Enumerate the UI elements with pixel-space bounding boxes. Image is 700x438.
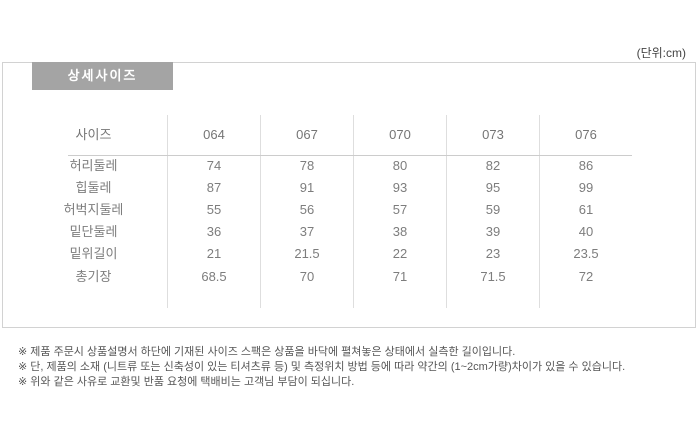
- size-table-header-row: 사이즈 064 067 070 073 076: [20, 115, 632, 155]
- column-header-070: 070: [353, 115, 446, 155]
- note-line-measure: ※ 제품 주문시 상품설명서 하단에 기재된 사이즈 스팩은 상품을 바닥에 펼…: [18, 346, 516, 358]
- cell-value: 74: [167, 155, 260, 177]
- column-header-size: 사이즈: [75, 127, 112, 142]
- table-row-rise: 밑위길이 21 21.5 22 23 23.5: [20, 243, 632, 265]
- cell-value: 23.5: [539, 243, 632, 265]
- cell-value: 39: [446, 221, 539, 243]
- cell-value: 71: [353, 265, 446, 293]
- cell-value: 91: [260, 177, 353, 199]
- cell-value: 55: [167, 199, 260, 221]
- size-table: 사이즈 064 067 070 073 076 허리둘레 74 78 80 82…: [20, 115, 632, 308]
- note-line-shipping: ※ 위와 같은 사유로 교환및 반품 요청에 택배비는 고객님 부담이 되십니다…: [18, 376, 355, 388]
- table-row-thigh: 허벅지둘레 55 56 57 59 61: [20, 199, 632, 221]
- cell-value: 22: [353, 243, 446, 265]
- cell-value: 40: [539, 221, 632, 243]
- cell-value: 87: [167, 177, 260, 199]
- cell-value: 95: [446, 177, 539, 199]
- cell-value: 38: [353, 221, 446, 243]
- cell-value: 68.5: [167, 265, 260, 293]
- cell-value: 82: [446, 155, 539, 177]
- cell-value: 86: [539, 155, 632, 177]
- cell-value: 72: [539, 265, 632, 293]
- section-title-badge: 상세사이즈: [32, 62, 173, 90]
- table-row-waist: 허리둘레 74 78 80 82 86: [20, 155, 632, 177]
- row-label: 밑단둘레: [69, 224, 118, 239]
- size-section-box: [2, 62, 696, 328]
- column-header-067: 067: [260, 115, 353, 155]
- cell-value: 71.5: [446, 265, 539, 293]
- table-row-total-length: 총기장 68.5 70 71 71.5 72: [20, 265, 632, 293]
- cell-value: 56: [260, 199, 353, 221]
- cell-value: 70: [260, 265, 353, 293]
- table-row-hip: 힙둘레 87 91 93 95 99: [20, 177, 632, 199]
- column-header-076: 076: [539, 115, 632, 155]
- row-label: 허벅지둘레: [63, 202, 124, 217]
- cell-value: 36: [167, 221, 260, 243]
- row-label: 밑위길이: [69, 246, 118, 261]
- cell-value: 21.5: [260, 243, 353, 265]
- unit-label: (단위:cm): [636, 46, 686, 60]
- table-bottom-spacer: [20, 293, 632, 308]
- cell-value: 61: [539, 199, 632, 221]
- cell-value: 57: [353, 199, 446, 221]
- row-label: 힙둘레: [75, 180, 112, 195]
- table-row-hem: 밑단둘레 36 37 38 39 40: [20, 221, 632, 243]
- cell-value: 80: [353, 155, 446, 177]
- cell-value: 99: [539, 177, 632, 199]
- cell-value: 37: [260, 221, 353, 243]
- footer-notes: ※ 제품 주문시 상품설명서 하단에 기재된 사이즈 스팩은 상품을 바닥에 펼…: [18, 345, 688, 390]
- note-line-tolerance: ※ 단, 제품의 소재 (니트류 또는 신축성이 있는 티셔츠류 등) 및 측정…: [18, 361, 626, 373]
- column-header-073: 073: [446, 115, 539, 155]
- cell-value: 23: [446, 243, 539, 265]
- row-label: 총기장: [75, 269, 112, 284]
- cell-value: 59: [446, 199, 539, 221]
- row-label: 허리둘레: [69, 158, 118, 173]
- cell-value: 93: [353, 177, 446, 199]
- cell-value: 21: [167, 243, 260, 265]
- column-header-064: 064: [167, 115, 260, 155]
- header-underline: [68, 155, 632, 156]
- cell-value: 78: [260, 155, 353, 177]
